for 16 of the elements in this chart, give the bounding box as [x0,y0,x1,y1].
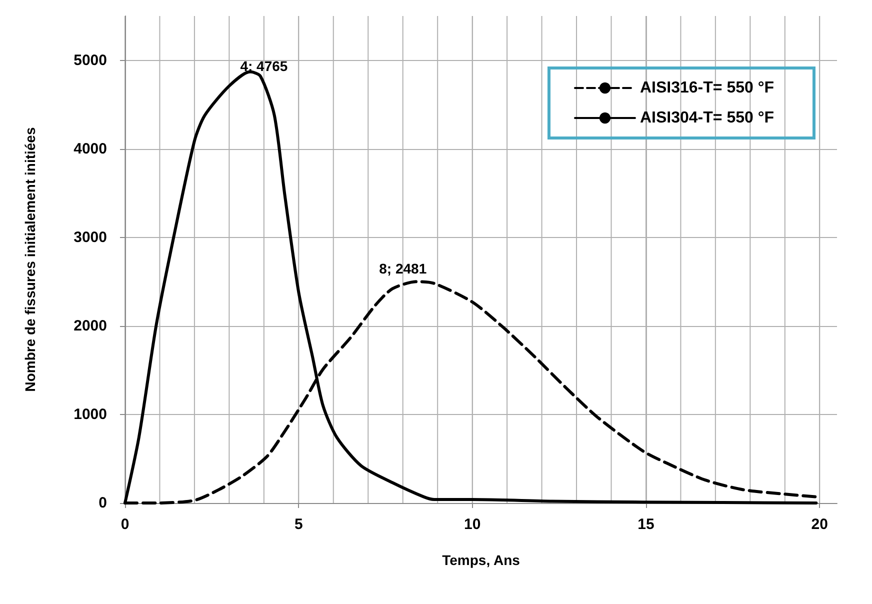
x-tick-label: 10 [464,516,481,533]
legend-label: AISI316-T= 550 °F [640,80,774,96]
y-tick-label: 4000 [74,140,107,158]
y-tick-label: 0 [98,494,107,512]
x-tick-label: 15 [638,516,654,533]
x-tick-label: 20 [811,516,828,533]
x-axis-title: Temps, Ans [442,552,520,568]
y-tick-label: 2000 [74,317,107,334]
annotation: 8; 2481 [379,260,427,276]
x-tick-label: 0 [120,516,130,533]
y-tick-label: 5000 [74,52,107,69]
legend-label: AISI304-T= 550 °F [640,110,774,126]
x-tick-label: 5 [294,516,303,533]
y-axis-title: Nombre de fissures initialement initiées [22,127,38,392]
y-tick-label: 3000 [74,228,107,246]
y-tick-label: 1000 [74,406,107,423]
